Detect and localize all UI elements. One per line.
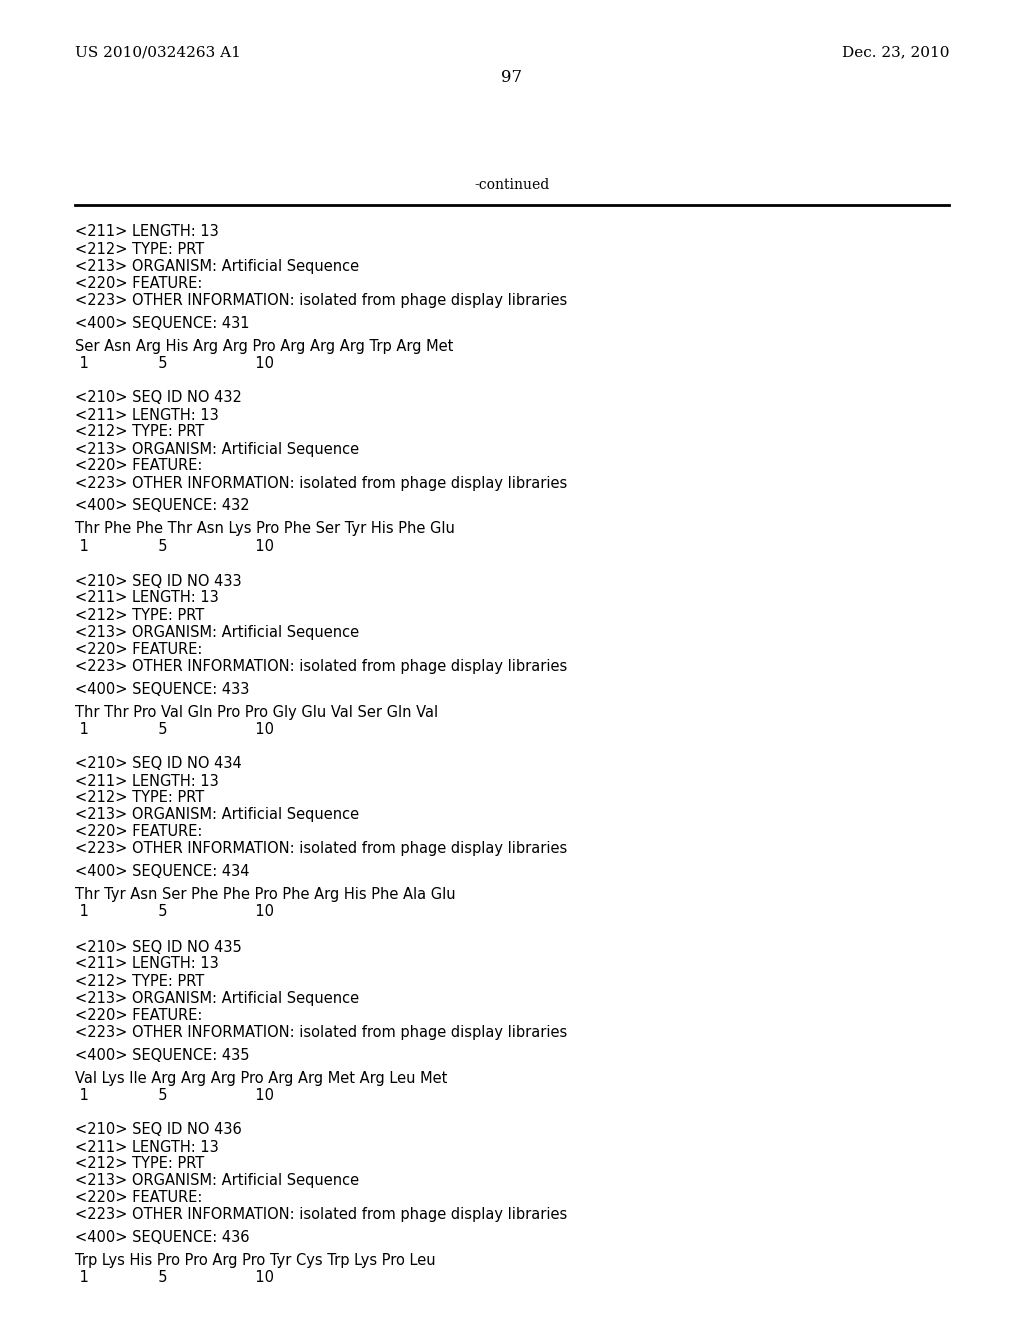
Text: <400> SEQUENCE: 432: <400> SEQUENCE: 432 bbox=[75, 499, 250, 513]
Text: <212> TYPE: PRT: <212> TYPE: PRT bbox=[75, 1156, 204, 1172]
Text: US 2010/0324263 A1: US 2010/0324263 A1 bbox=[75, 45, 241, 59]
Text: <210> SEQ ID NO 432: <210> SEQ ID NO 432 bbox=[75, 391, 242, 405]
Text: <213> ORGANISM: Artificial Sequence: <213> ORGANISM: Artificial Sequence bbox=[75, 808, 359, 822]
Text: <213> ORGANISM: Artificial Sequence: <213> ORGANISM: Artificial Sequence bbox=[75, 259, 359, 273]
Text: Thr Tyr Asn Ser Phe Phe Pro Phe Arg His Phe Ala Glu: Thr Tyr Asn Ser Phe Phe Pro Phe Arg His … bbox=[75, 887, 456, 903]
Text: Dec. 23, 2010: Dec. 23, 2010 bbox=[842, 45, 949, 59]
Text: <223> OTHER INFORMATION: isolated from phage display libraries: <223> OTHER INFORMATION: isolated from p… bbox=[75, 659, 567, 673]
Text: Val Lys Ile Arg Arg Arg Pro Arg Arg Met Arg Leu Met: Val Lys Ile Arg Arg Arg Pro Arg Arg Met … bbox=[75, 1071, 447, 1085]
Text: <211> LENGTH: 13: <211> LENGTH: 13 bbox=[75, 408, 219, 422]
Text: <400> SEQUENCE: 433: <400> SEQUENCE: 433 bbox=[75, 681, 250, 697]
Text: <213> ORGANISM: Artificial Sequence: <213> ORGANISM: Artificial Sequence bbox=[75, 441, 359, 457]
Text: <210> SEQ ID NO 434: <210> SEQ ID NO 434 bbox=[75, 756, 242, 771]
Text: <400> SEQUENCE: 431: <400> SEQUENCE: 431 bbox=[75, 315, 250, 330]
Text: <210> SEQ ID NO 436: <210> SEQ ID NO 436 bbox=[75, 1122, 242, 1138]
Text: <220> FEATURE:: <220> FEATURE: bbox=[75, 1007, 203, 1023]
Text: <223> OTHER INFORMATION: isolated from phage display libraries: <223> OTHER INFORMATION: isolated from p… bbox=[75, 475, 567, 491]
Text: Ser Asn Arg His Arg Arg Pro Arg Arg Arg Trp Arg Met: Ser Asn Arg His Arg Arg Pro Arg Arg Arg … bbox=[75, 338, 454, 354]
Text: <211> LENGTH: 13: <211> LENGTH: 13 bbox=[75, 1139, 219, 1155]
Text: <212> TYPE: PRT: <212> TYPE: PRT bbox=[75, 242, 204, 256]
Text: Thr Thr Pro Val Gln Pro Pro Gly Glu Val Ser Gln Val: Thr Thr Pro Val Gln Pro Pro Gly Glu Val … bbox=[75, 705, 438, 719]
Text: <212> TYPE: PRT: <212> TYPE: PRT bbox=[75, 607, 204, 623]
Text: <220> FEATURE:: <220> FEATURE: bbox=[75, 276, 203, 290]
Text: <220> FEATURE:: <220> FEATURE: bbox=[75, 458, 203, 474]
Text: <400> SEQUENCE: 434: <400> SEQUENCE: 434 bbox=[75, 865, 250, 879]
Text: 1               5                   10: 1 5 10 bbox=[75, 1270, 274, 1286]
Text: <212> TYPE: PRT: <212> TYPE: PRT bbox=[75, 425, 204, 440]
Text: <223> OTHER INFORMATION: isolated from phage display libraries: <223> OTHER INFORMATION: isolated from p… bbox=[75, 842, 567, 857]
Text: <220> FEATURE:: <220> FEATURE: bbox=[75, 1191, 203, 1205]
Text: <223> OTHER INFORMATION: isolated from phage display libraries: <223> OTHER INFORMATION: isolated from p… bbox=[75, 1024, 567, 1040]
Text: <210> SEQ ID NO 433: <210> SEQ ID NO 433 bbox=[75, 573, 242, 589]
Text: <212> TYPE: PRT: <212> TYPE: PRT bbox=[75, 791, 204, 805]
Text: <211> LENGTH: 13: <211> LENGTH: 13 bbox=[75, 774, 219, 788]
Text: 1               5                   10: 1 5 10 bbox=[75, 722, 274, 737]
Text: 1               5                   10: 1 5 10 bbox=[75, 1088, 274, 1102]
Text: <211> LENGTH: 13: <211> LENGTH: 13 bbox=[75, 957, 219, 972]
Text: <211> LENGTH: 13: <211> LENGTH: 13 bbox=[75, 590, 219, 606]
Text: 1               5                   10: 1 5 10 bbox=[75, 355, 274, 371]
Text: <212> TYPE: PRT: <212> TYPE: PRT bbox=[75, 974, 204, 989]
Text: <220> FEATURE:: <220> FEATURE: bbox=[75, 642, 203, 656]
Text: <213> ORGANISM: Artificial Sequence: <213> ORGANISM: Artificial Sequence bbox=[75, 990, 359, 1006]
Text: 1               5                   10: 1 5 10 bbox=[75, 539, 274, 553]
Text: <220> FEATURE:: <220> FEATURE: bbox=[75, 825, 203, 840]
Text: <400> SEQUENCE: 435: <400> SEQUENCE: 435 bbox=[75, 1048, 250, 1063]
Text: <213> ORGANISM: Artificial Sequence: <213> ORGANISM: Artificial Sequence bbox=[75, 624, 359, 639]
Text: 97: 97 bbox=[502, 70, 522, 87]
Text: 1               5                   10: 1 5 10 bbox=[75, 904, 274, 920]
Text: Trp Lys His Pro Pro Arg Pro Tyr Cys Trp Lys Pro Leu: Trp Lys His Pro Pro Arg Pro Tyr Cys Trp … bbox=[75, 1254, 435, 1269]
Text: <223> OTHER INFORMATION: isolated from phage display libraries: <223> OTHER INFORMATION: isolated from p… bbox=[75, 1208, 567, 1222]
Text: -continued: -continued bbox=[474, 178, 550, 191]
Text: Thr Phe Phe Thr Asn Lys Pro Phe Ser Tyr His Phe Glu: Thr Phe Phe Thr Asn Lys Pro Phe Ser Tyr … bbox=[75, 521, 455, 536]
Text: <223> OTHER INFORMATION: isolated from phage display libraries: <223> OTHER INFORMATION: isolated from p… bbox=[75, 293, 567, 308]
Text: <210> SEQ ID NO 435: <210> SEQ ID NO 435 bbox=[75, 940, 242, 954]
Text: <211> LENGTH: 13: <211> LENGTH: 13 bbox=[75, 224, 219, 239]
Text: <400> SEQUENCE: 436: <400> SEQUENCE: 436 bbox=[75, 1230, 250, 1246]
Text: <213> ORGANISM: Artificial Sequence: <213> ORGANISM: Artificial Sequence bbox=[75, 1173, 359, 1188]
